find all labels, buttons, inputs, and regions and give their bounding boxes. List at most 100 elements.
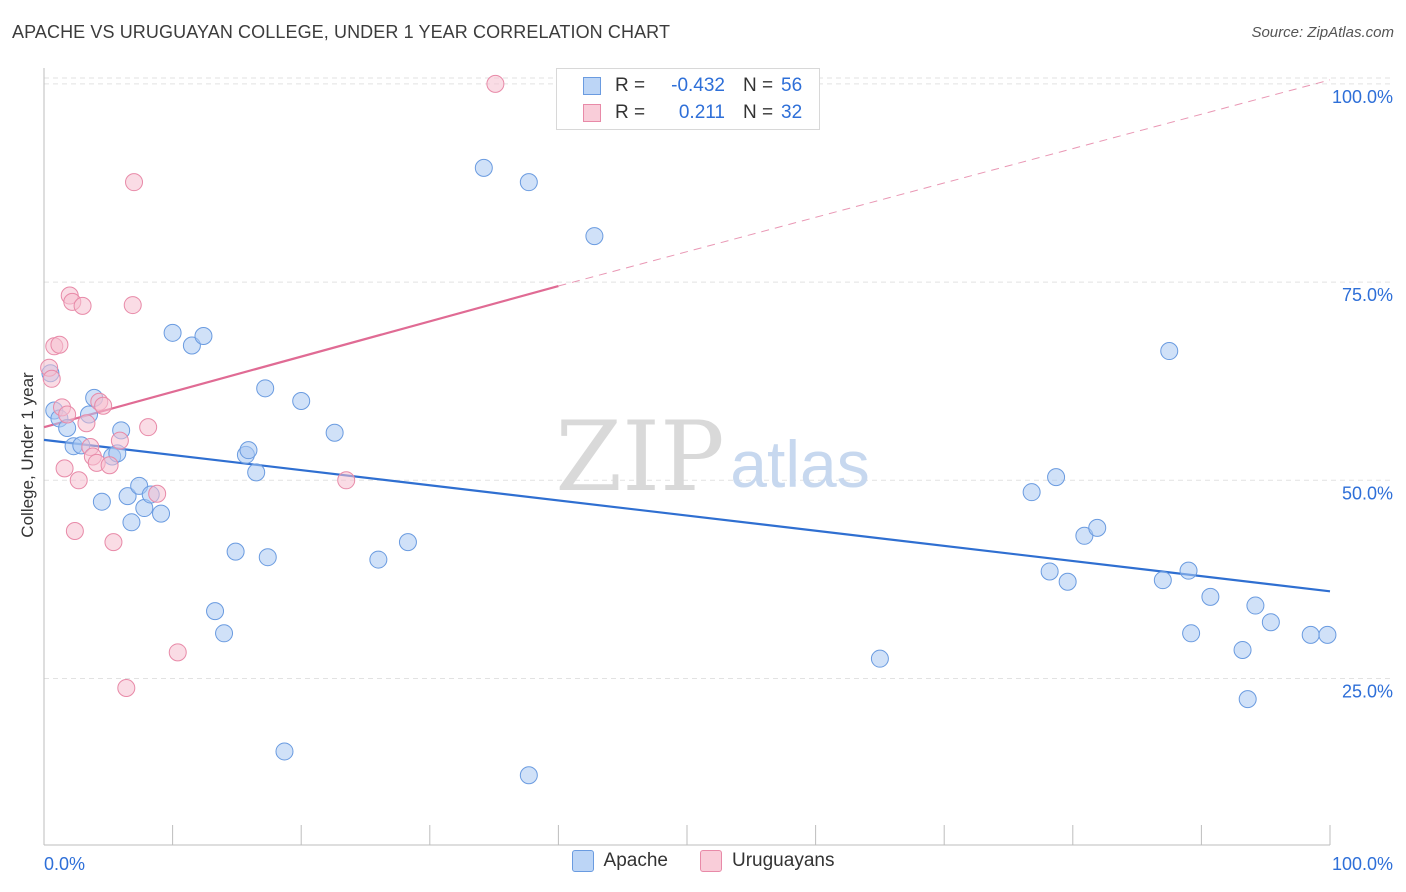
point-apache xyxy=(163,323,182,342)
point-apache xyxy=(1153,571,1172,590)
point-apache xyxy=(1088,518,1107,537)
point-apache xyxy=(256,379,275,398)
point-apache xyxy=(152,504,171,523)
series-legend: Apache Uruguayans xyxy=(0,850,1406,872)
point-apache xyxy=(1075,526,1094,545)
point-apache xyxy=(1047,468,1066,487)
legend-row-apache: R = -0.432 N = 56 xyxy=(557,73,802,99)
point-uruguayans xyxy=(50,335,69,354)
point-apache xyxy=(206,602,225,621)
point-apache xyxy=(118,487,137,506)
point-apache xyxy=(1201,587,1220,606)
point-apache xyxy=(292,392,311,410)
point-uruguayans xyxy=(58,405,77,424)
point-uruguayans xyxy=(42,369,61,388)
legend-n-value: 56 xyxy=(781,75,803,96)
point-uruguayans xyxy=(73,296,92,315)
legend-r-label: R = xyxy=(615,102,646,123)
point-apache xyxy=(398,533,417,552)
point-uruguayans xyxy=(125,173,144,192)
points-layer xyxy=(40,74,1337,785)
series-swatch-uruguayans xyxy=(700,850,722,872)
point-apache xyxy=(1182,624,1201,643)
watermark: ZIP atlas xyxy=(555,401,869,513)
point-uruguayans xyxy=(110,431,129,450)
point-apache xyxy=(239,441,258,460)
point-uruguayans xyxy=(77,414,96,433)
point-uruguayans xyxy=(104,533,123,552)
point-apache xyxy=(247,463,266,482)
y-tick-label: 100.0% xyxy=(1332,87,1393,107)
series-label-apache: Apache xyxy=(603,850,668,871)
series-legend-uruguayans[interactable]: Uruguayans xyxy=(700,850,834,872)
y-tick-label: 25.0% xyxy=(1342,682,1393,702)
tick-label-layer: 25.0% 50.0% 75.0% 100.0% 0.0% 100.0% xyxy=(44,87,1393,874)
point-uruguayans xyxy=(100,456,119,475)
point-apache xyxy=(1318,625,1337,644)
series-label-uruguayans: Uruguayans xyxy=(732,850,835,871)
point-uruguayans xyxy=(94,396,113,415)
point-uruguayans xyxy=(139,418,158,437)
point-uruguayans xyxy=(69,471,88,490)
point-apache xyxy=(1160,342,1179,361)
point-apache xyxy=(122,513,141,532)
axis-layer xyxy=(43,68,1331,846)
point-apache xyxy=(1246,596,1265,615)
point-apache xyxy=(182,336,201,355)
point-uruguayans xyxy=(55,459,74,478)
point-apache xyxy=(1040,562,1059,581)
x-tick-label: 0.0% xyxy=(44,854,85,874)
trend-layer xyxy=(43,79,1331,593)
legend-r-label: R = xyxy=(615,75,646,96)
x-tick-label: 100.0% xyxy=(1332,854,1393,874)
point-apache xyxy=(1233,640,1252,659)
point-apache xyxy=(1179,561,1198,580)
point-apache xyxy=(215,624,234,643)
watermark-atlas: atlas xyxy=(730,427,869,501)
legend-r-value: 0.211 xyxy=(678,102,725,123)
point-apache xyxy=(258,548,277,567)
point-apache xyxy=(194,326,213,345)
point-uruguayans xyxy=(486,74,505,93)
trendline-uruguayans xyxy=(43,284,559,429)
point-uruguayans xyxy=(117,679,136,698)
point-apache xyxy=(275,742,294,761)
point-apache xyxy=(325,423,344,442)
correlation-legend: R = -0.432 N = 56 R = 0.211 N = 32 xyxy=(556,68,820,130)
point-uruguayans xyxy=(168,643,187,662)
watermark-zip: ZIP xyxy=(555,401,724,513)
point-uruguayans xyxy=(123,296,142,315)
legend-row-uruguayans: R = 0.211 N = 32 xyxy=(557,100,802,126)
legend-n-label: N = xyxy=(743,75,774,96)
legend-n-label: N = xyxy=(743,102,774,123)
point-apache xyxy=(474,158,493,177)
legend-swatch-uruguayans xyxy=(583,104,601,122)
grid-layer xyxy=(44,77,1392,679)
series-swatch-apache xyxy=(571,850,594,872)
point-apache xyxy=(519,173,538,192)
trendline-extension-uruguayans xyxy=(558,79,1331,287)
point-apache xyxy=(870,649,889,668)
y-tick-label: 50.0% xyxy=(1342,483,1393,503)
legend-n-value: 32 xyxy=(781,102,803,123)
point-uruguayans xyxy=(65,522,84,541)
point-apache xyxy=(1058,572,1077,591)
point-apache xyxy=(585,227,604,246)
point-apache xyxy=(369,550,388,569)
series-legend-apache[interactable]: Apache xyxy=(571,850,668,872)
point-apache xyxy=(92,492,111,511)
point-apache xyxy=(1301,625,1320,644)
point-apache xyxy=(1261,613,1280,632)
source-credit: Source: ZipAtlas.com xyxy=(1251,24,1394,41)
point-apache xyxy=(226,542,245,561)
y-tick-label: 75.0% xyxy=(1342,285,1393,305)
point-uruguayans xyxy=(148,484,167,503)
chart-title: APACHE VS URUGUAYAN COLLEGE, UNDER 1 YEA… xyxy=(12,22,671,42)
point-apache xyxy=(1238,690,1257,709)
point-uruguayans xyxy=(337,471,356,490)
point-apache xyxy=(519,766,538,785)
legend-swatch-apache xyxy=(583,77,601,95)
point-apache xyxy=(1022,483,1041,502)
legend-r-value: -0.432 xyxy=(671,75,725,96)
